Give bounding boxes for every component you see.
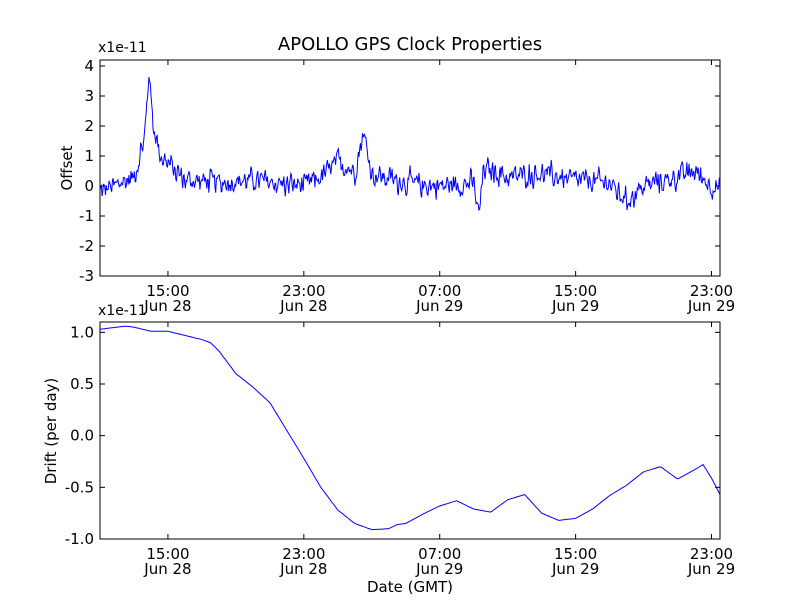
x-tick-date-label: Jun 29: [687, 560, 735, 578]
drift-scale-label: x1e-11: [98, 303, 147, 319]
x-tick-time-label: 07:00: [418, 282, 461, 300]
y-tick-label: 3: [84, 87, 94, 105]
y-tick-label: -1.0: [65, 530, 94, 548]
drift-series-line: [99, 325, 721, 531]
y-tick-label: 0.0: [70, 427, 94, 445]
y-tick-label: 1: [84, 147, 94, 165]
y-tick-label: 4: [84, 57, 94, 75]
x-tick-date-label: Jun 29: [551, 560, 599, 578]
offset-scale-label: x1e-11: [98, 40, 147, 56]
x-tick-time-label: 15:00: [554, 282, 597, 300]
x-tick-time-label: 15:00: [554, 545, 597, 563]
x-tick-time-label: 15:00: [146, 282, 189, 300]
x-tick-time-label: 23:00: [282, 282, 325, 300]
x-tick-time-label: 23:00: [690, 282, 733, 300]
y-tick-label: 0: [84, 177, 94, 195]
x-tick-date-label: Jun 28: [143, 297, 191, 315]
y-tick-label: -3: [79, 267, 94, 285]
x-tick-time-label: 23:00: [282, 545, 325, 563]
x-tick-date-label: Jun 29: [415, 560, 463, 578]
drift-y-ticks: -1.0 -0.5 0.0 0.5 1.0: [65, 323, 720, 548]
y-tick-label: 0.5: [70, 375, 94, 393]
x-axis-label: Date (GMT): [367, 578, 453, 596]
x-tick-time-label: 07:00: [418, 545, 461, 563]
x-tick-time-label: 23:00: [690, 545, 733, 563]
y-tick-label: -1: [79, 207, 94, 225]
x-tick-date-label: Jun 29: [687, 297, 735, 315]
offset-series-line: [99, 76, 721, 211]
y-tick-label: -0.5: [65, 478, 94, 496]
chart-title: APOLLO GPS Clock Properties: [278, 34, 542, 55]
drift-series: [99, 325, 721, 531]
drift-axes-frame: [99, 321, 721, 540]
offset-axes-frame: [99, 59, 721, 277]
y-tick-label: 2: [84, 117, 94, 135]
x-tick-date-label: Jun 29: [551, 297, 599, 315]
offset-series: [99, 76, 721, 211]
drift-y-axis-label: Drift (per day): [42, 378, 60, 485]
x-tick-date-label: Jun 28: [279, 560, 327, 578]
drift-subplot: x1e-11 Drift (per day) -1.0 -0.5 0.0 0.5 1.0…: [42, 303, 735, 578]
x-tick-date-label: Jun 28: [143, 560, 191, 578]
y-tick-label: -2: [79, 237, 94, 255]
offset-y-axis-label: Offset: [58, 145, 76, 190]
x-tick-time-label: 15:00: [146, 545, 189, 563]
x-tick-date-label: Jun 29: [415, 297, 463, 315]
x-tick-date-label: Jun 28: [279, 297, 327, 315]
y-tick-label: 1.0: [70, 323, 94, 341]
